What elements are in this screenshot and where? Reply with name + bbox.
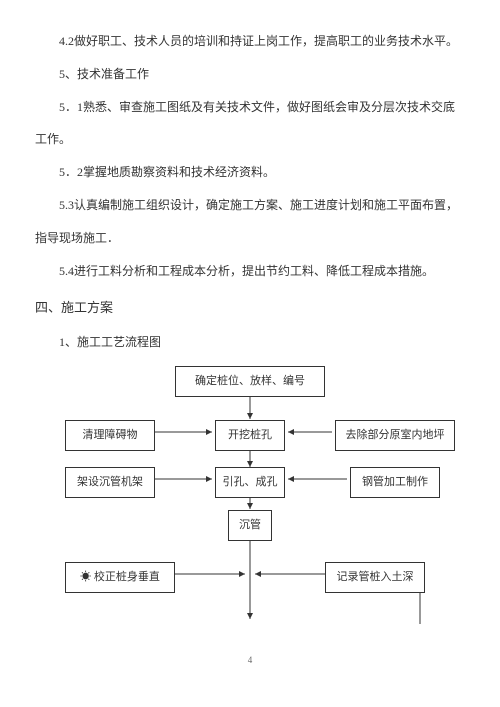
- node-steel-pipe: 钢管加工制作: [350, 467, 440, 498]
- node-setup-frame: 架设沉管机架: [65, 467, 155, 498]
- node-record-depth: 记录管桩入土深: [325, 562, 425, 593]
- node-clear-obstacles: 清理障碍物: [65, 420, 155, 451]
- node-drill-hole: 引孔、成孔: [215, 467, 285, 498]
- node-correct-vertical: ☀ 校正桩身垂直: [65, 562, 175, 593]
- page-number: 4: [248, 652, 253, 669]
- para-5: 5、技术准备工作: [35, 63, 465, 86]
- para-5-2: 5．2掌握地质勘察资料和技术经济资料。: [35, 161, 465, 184]
- para-5-3-cont: 指导现场施工．: [35, 227, 465, 250]
- node-remove-floor: 去除部分原室内地坪: [335, 420, 455, 451]
- node-sink-pipe: 沉管: [228, 510, 272, 541]
- subheading: 1、施工工艺流程图: [35, 331, 465, 354]
- section-heading: 四、施工方案: [35, 296, 465, 321]
- para-5-1: 5．1熟悉、审查施工图纸及有关技术文件，做好图纸会审及分层次技术交底: [35, 96, 465, 119]
- para-5-4: 5.4进行工料分析和工程成本分析，提出节约工料、降低工程成本措施。: [35, 260, 465, 283]
- flowchart: 确定桩位、放样、编号 清理障碍物 开挖桩孔 去除部分原室内地坪 架设沉管机架 引…: [35, 364, 465, 624]
- para-5-3: 5.3认真编制施工组织设计，确定施工方案、施工进度计划和施工平面布置，: [35, 194, 465, 217]
- node-position-layout: 确定桩位、放样、编号: [175, 366, 325, 397]
- para-5-1-cont: 工作。: [35, 128, 465, 151]
- para-4-2: 4.2做好职工、技术人员的培训和持证上岗工作，提高职工的业务技术水平。: [35, 30, 465, 53]
- node-excavate-pile-hole: 开挖桩孔: [215, 420, 285, 451]
